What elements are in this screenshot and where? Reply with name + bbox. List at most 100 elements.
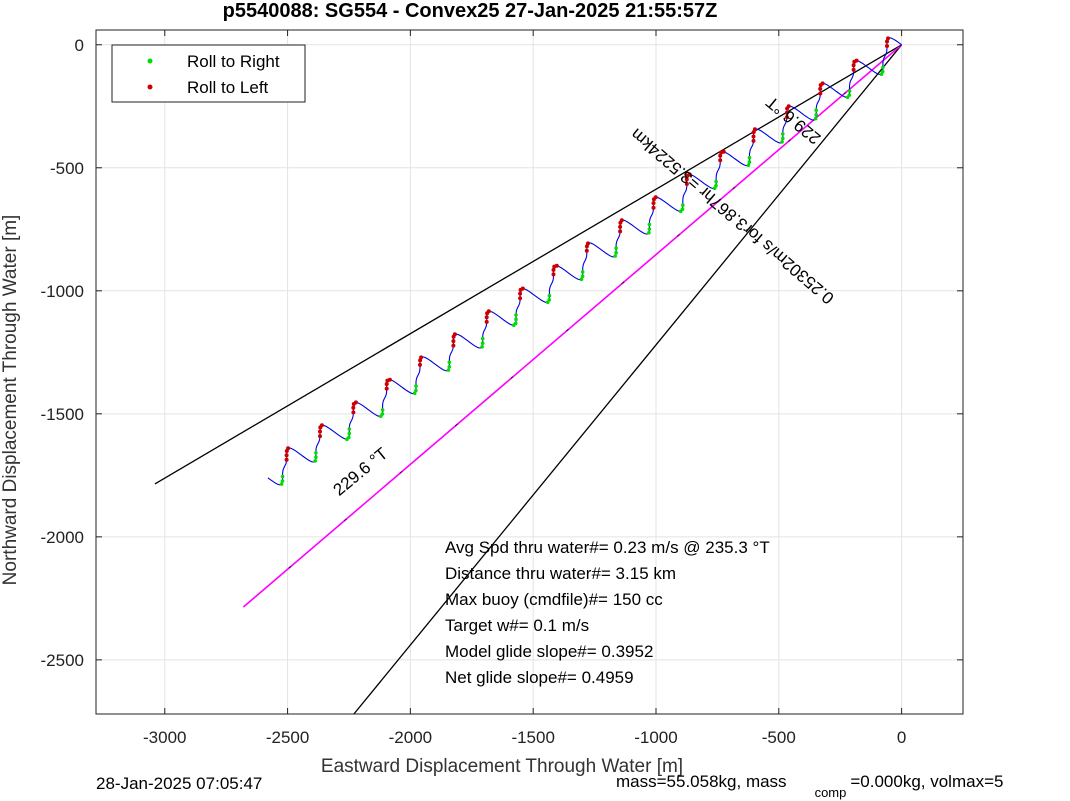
roll-right-marker — [847, 89, 852, 93]
y-tick-label: -1500 — [41, 405, 84, 424]
roll-right-marker — [780, 140, 784, 144]
roll-left-marker — [885, 44, 889, 48]
roll-left-marker — [518, 291, 523, 296]
roll-right-marker — [280, 479, 285, 483]
roll-right-marker — [681, 203, 685, 207]
roll-right-marker — [579, 277, 584, 282]
footer-mass-subscript: comp — [815, 785, 847, 800]
roll-left-marker — [651, 197, 656, 202]
roll-left-marker — [618, 229, 623, 234]
stat-avg-speed: Avg Spd thru water#= 0.23 m/s @ 235.3 °T — [445, 538, 770, 557]
roll-right-marker — [545, 300, 550, 305]
roll-right-marker — [514, 317, 518, 322]
stat-max-buoy: Max buoy (cmdfile)#= 150 cc — [445, 590, 663, 609]
roll-left-marker — [351, 405, 356, 410]
roll-left-marker — [384, 382, 389, 387]
roll-left-marker — [718, 158, 723, 163]
roll-right-marker — [714, 179, 718, 184]
roll-right-marker — [279, 482, 284, 486]
glider-track — [267, 36, 902, 486]
roll-right-marker — [781, 136, 785, 141]
legend-label-roll-right: Roll to Right — [187, 52, 280, 71]
legend-label-roll-left: Roll to Left — [187, 78, 269, 97]
roll-right-marker — [547, 293, 552, 298]
bound-line-lower — [353, 44, 903, 715]
tick-labels: -3000 -2500 -2000 -1500 -1000 -500 0 0 -500 -1000… — [41, 30, 963, 747]
stat-target-w: Target w#= 0.1 m/s — [445, 616, 589, 635]
footer-mass-suffix: =0.000kg, volmax=5 — [850, 772, 1003, 791]
roll-left-marker — [385, 378, 390, 383]
roll-left-marker — [551, 272, 556, 277]
roll-left-marker — [618, 224, 623, 229]
y-tick-label: -2000 — [41, 528, 84, 547]
legend-box — [111, 44, 306, 103]
x-axis-label: Eastward Displacement Through Water [m] — [321, 756, 683, 777]
roll-right-marker — [414, 384, 418, 388]
roll-left-marker — [685, 173, 690, 178]
roll-right-marker — [845, 95, 850, 100]
roll-right-marker — [447, 360, 452, 365]
roll-right-marker — [414, 388, 418, 393]
roll-left-marker — [885, 39, 889, 44]
roll-left-marker — [351, 410, 356, 415]
roll-right-marker — [512, 323, 516, 328]
footer-timestamp: 28-Jan-2025 07:05:47 — [96, 774, 262, 793]
roll-right-marker — [814, 113, 818, 117]
roll-right-marker — [380, 408, 385, 412]
roll-left-marker — [284, 453, 289, 458]
roll-right-marker — [480, 336, 485, 341]
roll-right-marker — [280, 474, 285, 479]
stat-model-glide: Model glide slope#= 0.3952 — [445, 642, 653, 661]
roll-left-marker — [318, 429, 322, 434]
y-tick-label: 0 — [75, 36, 84, 55]
roll-left-marker — [886, 36, 890, 41]
roll-right-marker — [345, 437, 349, 442]
roll-left-marker — [852, 59, 857, 64]
roll-left-marker — [418, 362, 422, 367]
footer-mass-prefix: mass=55.058kg, mass — [616, 772, 787, 791]
y-axis-label: Northward Displacement Through Water [m] — [0, 215, 21, 586]
roll-left-marker — [818, 86, 823, 91]
roll-right-marker — [813, 116, 818, 121]
roll-right-marker — [613, 254, 617, 258]
y-tick-label: -2500 — [41, 651, 84, 670]
roll-right-marker — [412, 391, 417, 396]
roll-left-marker — [451, 334, 456, 339]
stats-annotations: Avg Spd thru water#= 0.23 m/s @ 235.3 °T… — [445, 538, 770, 687]
roll-right-marker — [514, 313, 518, 317]
roll-right-marker — [647, 222, 652, 227]
y-tick-label: -1000 — [41, 282, 84, 301]
roll-left-marker — [418, 358, 423, 363]
roll-right-marker — [747, 155, 752, 160]
roll-right-marker — [347, 427, 352, 431]
chart-title: p5540088: SG554 - Convex25 27-Jan-2025 2… — [223, 0, 718, 22]
roll-left-marker — [518, 287, 523, 292]
roll-right-marker — [314, 455, 318, 460]
x-tick-label: -500 — [762, 728, 796, 747]
roll-right-marker — [580, 274, 585, 279]
roll-left-marker — [552, 264, 557, 269]
roll-left-marker — [684, 177, 689, 182]
y-tick-label: -500 — [50, 159, 84, 178]
roll-right-marker — [647, 230, 651, 235]
legend-marker-roll-right — [147, 58, 153, 64]
plot-lines — [154, 44, 903, 715]
roll-left-marker — [384, 386, 389, 391]
roll-right-marker — [712, 186, 717, 191]
roll-right-marker — [614, 250, 618, 255]
roll-left-marker — [551, 267, 556, 272]
roll-right-marker — [480, 345, 484, 349]
roll-right-marker — [881, 65, 885, 70]
x-tick-label: -1500 — [511, 728, 554, 747]
roll-left-marker — [284, 457, 289, 462]
x-tick-label: -2500 — [266, 728, 309, 747]
roll-left-marker — [284, 449, 289, 453]
roll-left-marker — [684, 182, 689, 186]
roll-right-marker — [446, 368, 451, 372]
roll-left-marker — [451, 339, 456, 344]
x-tick-label: 0 — [897, 728, 906, 747]
stat-net-glide: Net glide slope#= 0.4959 — [445, 668, 634, 687]
x-tick-label: -2000 — [389, 728, 432, 747]
